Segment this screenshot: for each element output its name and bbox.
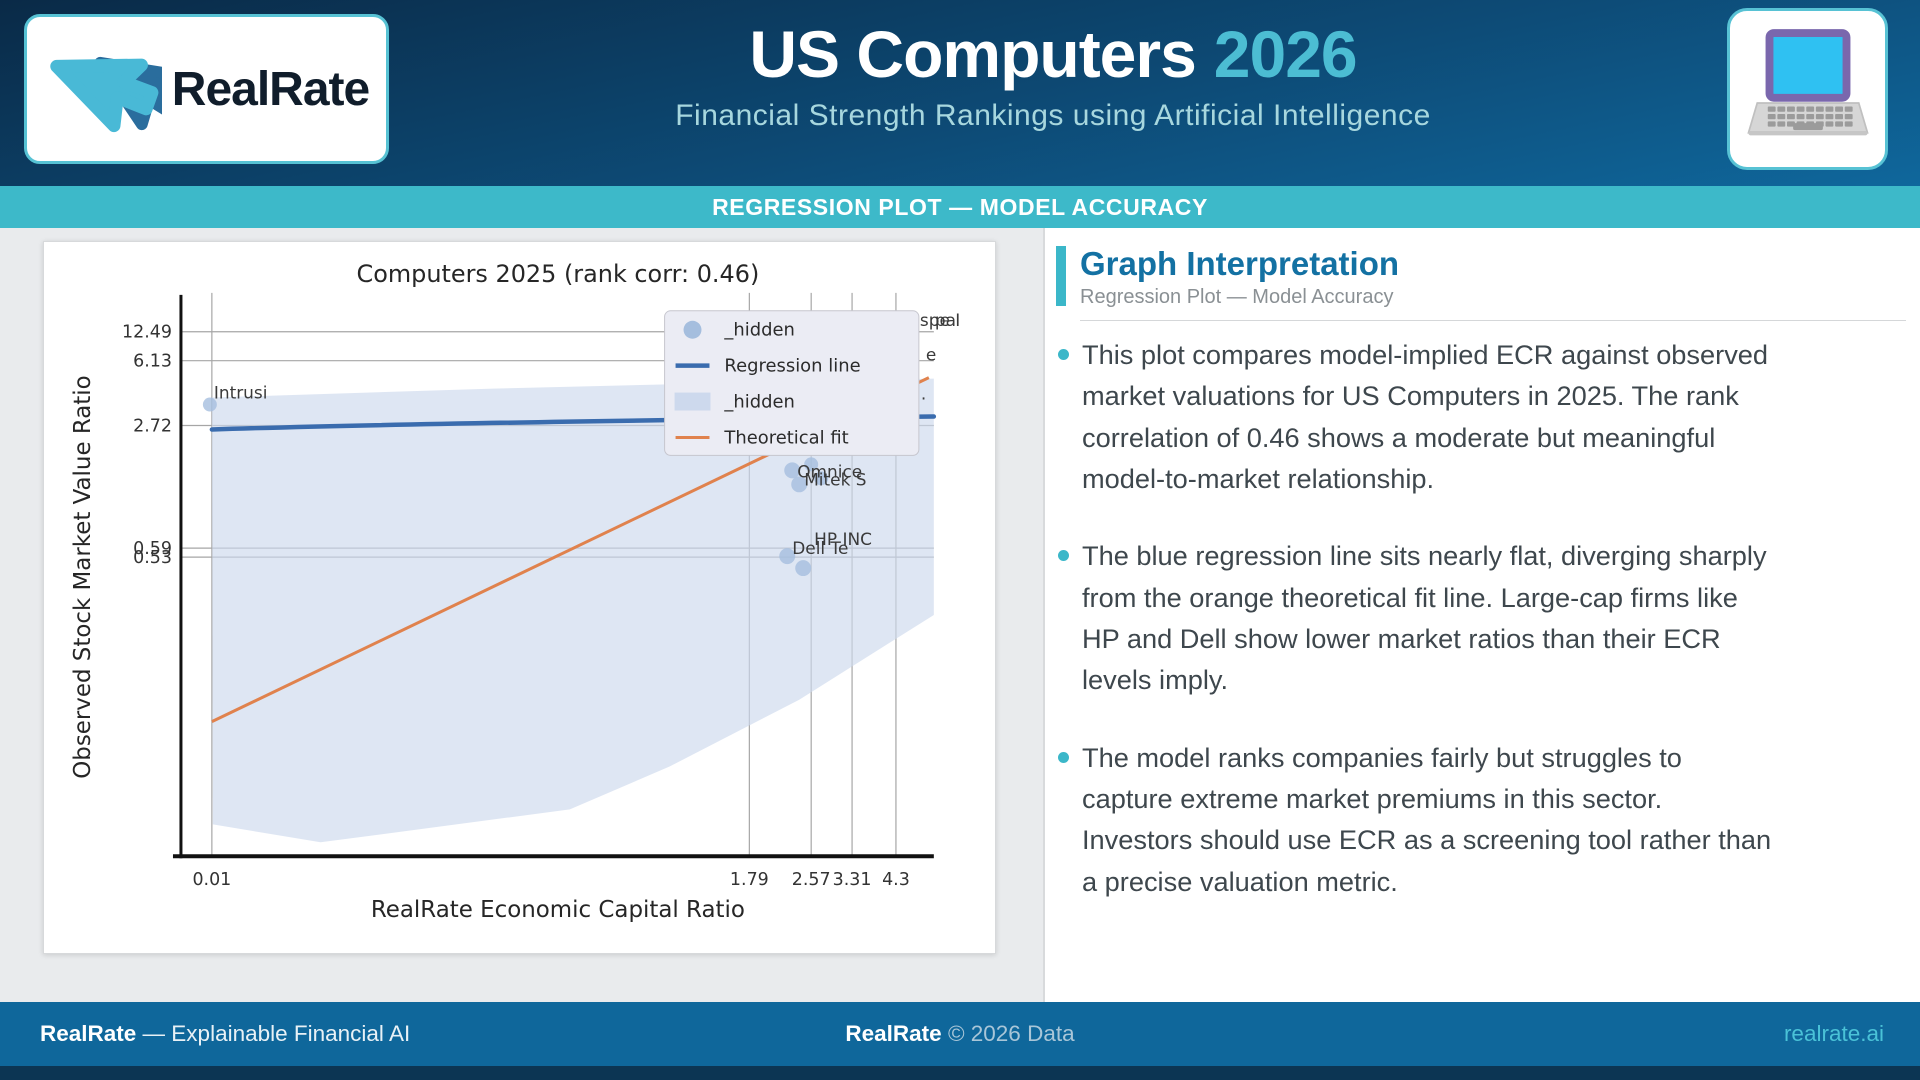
y-axis-label: Observed Stock Market Value Ratio: [70, 375, 96, 778]
svg-text:12.49: 12.49: [122, 323, 172, 343]
legend-label: _hidden: [723, 320, 794, 341]
chart-card: 0.01 1.79 2.57 3.31 4.3 12.49 6.13 2.72 0.59 0.53…: [43, 241, 996, 954]
svg-text:0.59: 0.59: [133, 539, 172, 559]
footer-center: RealRate © 2026 Data: [845, 1021, 1075, 1046]
point-label: Dell Te: [792, 538, 848, 558]
title-year: 2026: [1213, 17, 1358, 91]
footer-link[interactable]: realrate.ai: [1783, 1021, 1884, 1046]
point-label: Omnice: [797, 461, 862, 481]
panel-subtitle: Regression Plot — Model Accuracy: [1080, 286, 1394, 309]
section-banner: REGRESSION PLOT — MODEL ACCURACY: [0, 186, 1920, 228]
point-label: HP INC: [814, 529, 872, 549]
legend-label: Regression line: [724, 356, 860, 377]
scatter-point: [795, 560, 812, 577]
laptop-icon: [1746, 29, 1869, 136]
point-label: Intrusi: [214, 383, 268, 403]
point-label: .: [921, 384, 926, 404]
point-label: e: [926, 345, 936, 365]
svg-text:0.01: 0.01: [192, 870, 231, 890]
chart-title: Computers 2025 (rank corr: 0.46): [356, 260, 759, 288]
bullet-item: The model ranks companies fairly but str…: [1056, 737, 1906, 902]
realrate-cursor-logo-icon: [50, 56, 162, 133]
scatter-point: [202, 397, 217, 412]
header: RealRate US Computers 2026 Financial Stre…: [0, 0, 1920, 186]
title-block: US Computers 2026 Financial Strength Rank…: [675, 18, 1431, 133]
scatter-point: [784, 462, 801, 479]
panel-title: Graph Interpretation: [1080, 245, 1400, 282]
legend-label: _hidden: [723, 392, 794, 413]
footer-left: RealRate — Explainable Financial AI: [40, 1021, 411, 1046]
x-axis-label: RealRate Economic Capital Ratio: [371, 897, 745, 923]
svg-text:2.57: 2.57: [792, 870, 831, 890]
brand-name: RealRate: [171, 62, 370, 116]
regression-chart: 0.01 1.79 2.57 3.31 4.3 12.49 6.13 2.72 0.590.53…: [70, 260, 960, 923]
bullet-list: This plot compares model-implied ECR aga…: [1056, 334, 1906, 938]
svg-text:2.72: 2.72: [133, 416, 172, 436]
banner-label: REGRESSION PLOT — MODEL ACCURACY: [712, 193, 1208, 220]
brand-logo-card: RealRate: [24, 14, 389, 164]
laptop-icon-card: [1727, 8, 1888, 170]
page-subtitle: Financial Strength Rankings using Artifi…: [675, 98, 1431, 132]
legend-label: Theoretical fit: [723, 427, 848, 448]
scatter-point: [791, 476, 808, 493]
panel-divider: [1080, 320, 1906, 321]
point-label: Mitek S: [804, 469, 866, 489]
scatter-point: [779, 548, 796, 565]
vertical-divider: [1043, 228, 1045, 1002]
svg-text:1.79: 1.79: [730, 870, 769, 890]
point-label: spe I: [920, 310, 960, 330]
scatter-point: [814, 471, 829, 486]
bullet-item: This plot compares model-implied ECR aga…: [1056, 334, 1906, 499]
svg-text:3.31: 3.31: [833, 870, 872, 890]
main-content: 0.01 1.79 2.57 3.31 4.3 12.49 6.13 2.72 0.59 0.53…: [0, 228, 1920, 1002]
page-title-text: US Computers: [749, 17, 1196, 91]
panel-head: Graph Interpretation Regression Plot — M…: [1056, 245, 1400, 309]
bullet-item: The blue regression line sits nearly fla…: [1056, 535, 1906, 700]
svg-text:4.3: 4.3: [882, 870, 910, 890]
svg-text:0.53: 0.53: [133, 548, 172, 568]
legend-box: [664, 310, 920, 456]
footer: RealRate — Explainable Financial AI Real…: [0, 1002, 1920, 1080]
point-label: pa: [935, 310, 956, 330]
page-title: US Computers 2026: [675, 18, 1431, 91]
svg-text:6.13: 6.13: [133, 352, 172, 372]
accent-bar: [1056, 246, 1066, 306]
footer-bottom-strip: [0, 1066, 1920, 1080]
confidence-band: [211, 378, 934, 843]
scatter-point: [804, 457, 819, 472]
